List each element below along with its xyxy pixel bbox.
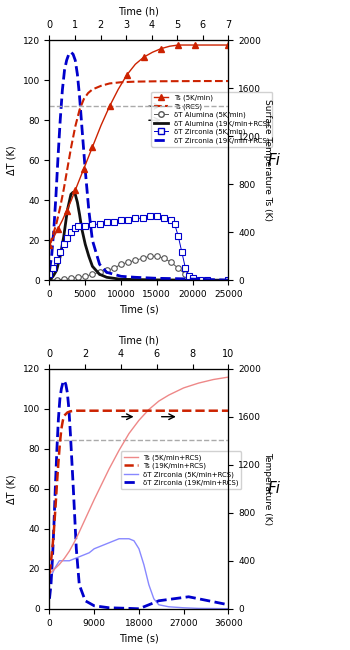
Y-axis label: Surface Temperature Ts (K): Surface Temperature Ts (K) (263, 99, 272, 221)
X-axis label: Time (s): Time (s) (119, 305, 159, 315)
Y-axis label: ΔT (K): ΔT (K) (7, 146, 17, 175)
X-axis label: Time (h): Time (h) (119, 335, 159, 345)
X-axis label: Time (s): Time (s) (119, 633, 159, 643)
Y-axis label: Temperature (K): Temperature (K) (263, 452, 272, 525)
Text: Fi: Fi (268, 153, 281, 168)
X-axis label: Time (h): Time (h) (119, 7, 159, 17)
Y-axis label: ΔT (K): ΔT (K) (7, 474, 17, 504)
Legend: Ts (5K/min), Ts (RCS), δT Alumina (5K/min), δT Alumina (19K/min+RCS), δT Zirconi: Ts (5K/min), Ts (RCS), δT Alumina (5K/mi… (151, 92, 272, 147)
Legend: Ts (5K/min+RCS), Ts (19K/min+RCS), δT Zirconia (5K/min+RCS), δT Zirconia (19K/mi: Ts (5K/min+RCS), Ts (19K/min+RCS), δT Zi… (121, 451, 242, 489)
Text: Fi: Fi (268, 481, 281, 496)
